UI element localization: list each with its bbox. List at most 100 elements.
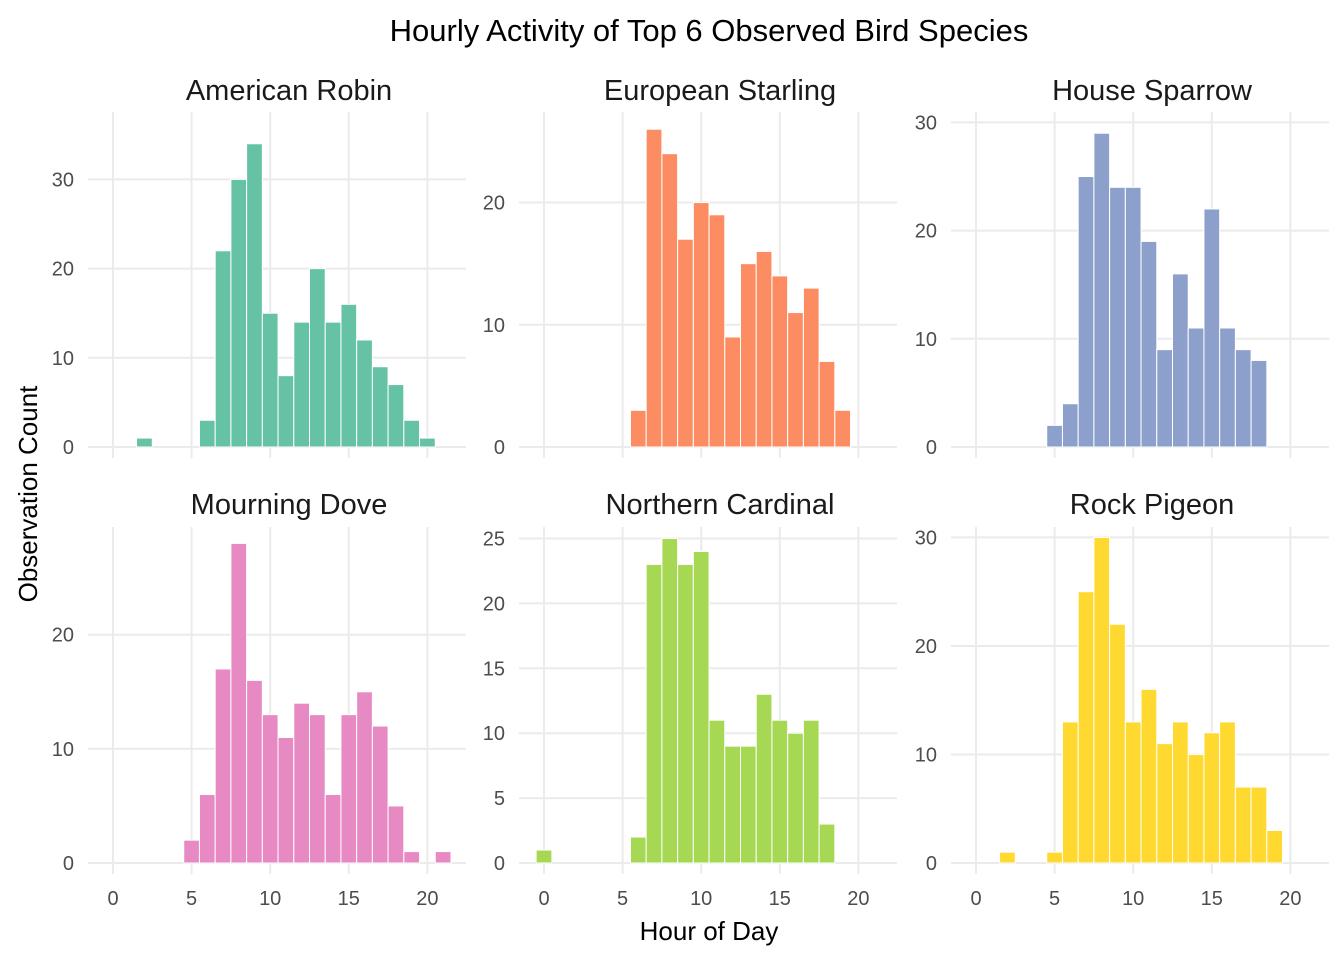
bar-hour-19 <box>834 409 852 448</box>
x-tick-label: 10 <box>1122 888 1144 910</box>
bar-hour-18 <box>1250 786 1268 864</box>
bar-hour-15 <box>340 714 358 864</box>
x-tick-label: 15 <box>338 888 360 910</box>
bar-hour-8 <box>230 542 248 864</box>
bar-hour-7 <box>645 563 663 864</box>
y-tick-label: 30 <box>915 527 937 549</box>
bar-hour-14 <box>1187 753 1205 864</box>
y-axis-label: Observation Count <box>13 385 43 603</box>
y-tick-label: 20 <box>915 221 937 243</box>
panel-mourning-dove: Mourning Dove 0 10 20 0 5 10 15 20 <box>52 489 466 910</box>
y-tick-label: 0 <box>63 437 74 459</box>
bar-hour-12 <box>293 702 310 864</box>
bar-hour-14 <box>755 250 773 448</box>
bar-hour-10 <box>261 312 279 448</box>
panel-house-sparrow: House Sparrow 0 10 20 30 <box>915 75 1329 459</box>
bar-hour-14 <box>1187 327 1205 448</box>
y-tick-label: 0 <box>63 853 74 875</box>
bar-hour-17 <box>371 366 389 448</box>
bar-hour-9 <box>246 679 263 864</box>
y-tick-label: 5 <box>494 788 505 810</box>
y-tick-label: 0 <box>926 437 937 459</box>
bar-hour-5 <box>1046 851 1063 864</box>
x-tick-label: 10 <box>259 888 281 910</box>
bar-hour-6 <box>629 836 647 864</box>
bar-hour-14 <box>324 794 342 864</box>
y-tick-label: 0 <box>494 853 505 875</box>
bar-hour-19 <box>403 419 421 448</box>
bar-hour-10 <box>1124 721 1142 864</box>
bar-hour-2 <box>999 851 1016 864</box>
bar-hour-13 <box>309 268 326 448</box>
bar-hour-0 <box>535 849 553 864</box>
bar-hour-13 <box>740 263 757 448</box>
bar-hour-18 <box>818 823 836 864</box>
bar-hour-18 <box>818 360 836 448</box>
x-tick-label: 5 <box>186 888 197 910</box>
panel-american-robin: American Robin 0 10 20 30 <box>52 75 466 459</box>
y-tick-label: 10 <box>483 315 505 337</box>
bar-hour-8 <box>230 178 248 448</box>
bar-hour-11 <box>708 214 726 448</box>
x-tick-label: 0 <box>970 888 981 910</box>
x-tick-label: 15 <box>1201 888 1223 910</box>
bar-hour-9 <box>1109 623 1126 864</box>
x-tick-label: 0 <box>538 888 549 910</box>
bar-hour-11 <box>277 736 295 864</box>
bar-hour-12 <box>1156 349 1174 448</box>
bar-hour-16 <box>1219 327 1236 448</box>
bar-hour-11 <box>1140 240 1158 448</box>
bar-hour-15 <box>340 303 358 448</box>
bar-hour-7 <box>214 668 232 864</box>
bar-hour-15 <box>771 275 789 448</box>
bar-hour-5 <box>183 839 200 864</box>
bar-hour-15 <box>771 719 789 864</box>
bar-hour-16 <box>356 691 373 864</box>
bar-hour-5 <box>1046 424 1063 448</box>
y-tick-label: 10 <box>52 348 74 370</box>
y-tick-label: 10 <box>915 329 937 351</box>
bar-hour-15 <box>1203 732 1221 864</box>
bar-hour-9 <box>677 238 694 448</box>
bar-hour-17 <box>1234 349 1252 448</box>
y-tick-label: 20 <box>52 625 74 647</box>
bar-hour-10 <box>261 714 279 864</box>
bar-hour-9 <box>1109 186 1126 448</box>
x-tick-label: 10 <box>690 888 712 910</box>
y-tick-label: 10 <box>483 723 505 745</box>
y-tick-label: 15 <box>483 658 505 680</box>
bar-hour-19 <box>403 851 421 864</box>
y-tick-label: 0 <box>494 437 505 459</box>
bar-hour-13 <box>1172 721 1189 864</box>
panel-title: European Starling <box>604 75 836 107</box>
bar-hour-17 <box>1234 786 1252 864</box>
bar-hour-18 <box>1250 359 1268 448</box>
bar-hour-11 <box>1140 688 1158 864</box>
x-tick-label: 0 <box>107 888 118 910</box>
y-tick-label: 20 <box>483 593 505 615</box>
bar-hour-18 <box>387 805 405 864</box>
x-tick-label: 20 <box>847 888 869 910</box>
bar-hour-12 <box>293 321 310 448</box>
x-tick-label: 5 <box>1049 888 1060 910</box>
chart-title: Hourly Activity of Top 6 Observed Bird S… <box>390 13 1029 48</box>
bar-hour-16 <box>356 339 373 448</box>
bar-hour-9 <box>677 563 694 864</box>
bar-hour-12 <box>724 336 742 448</box>
y-tick-label: 20 <box>483 193 505 215</box>
bar-hour-8 <box>661 153 679 448</box>
bar-hour-15 <box>1203 208 1221 448</box>
y-tick-label: 25 <box>483 528 505 550</box>
bar-hour-7 <box>214 250 232 448</box>
bar-hour-16 <box>787 312 804 448</box>
bar-hour-10 <box>1124 186 1142 448</box>
y-tick-label: 0 <box>926 853 937 875</box>
bar-hour-13 <box>1172 273 1189 448</box>
y-tick-label: 30 <box>915 112 937 134</box>
bar-hour-8 <box>661 537 679 864</box>
bar-hour-12 <box>1156 743 1174 864</box>
panel-title: House Sparrow <box>1052 75 1253 107</box>
x-axis-label: Hour of Day <box>640 916 779 946</box>
x-tick-label: 20 <box>1279 888 1301 910</box>
